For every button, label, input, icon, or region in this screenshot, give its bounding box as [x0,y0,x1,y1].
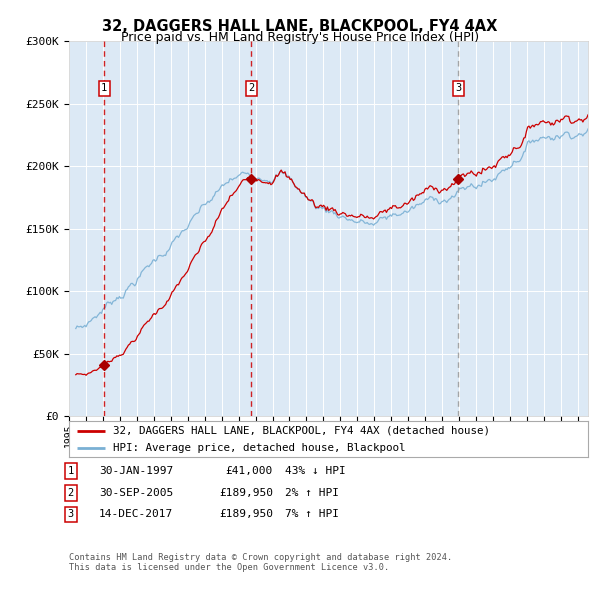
Text: Price paid vs. HM Land Registry's House Price Index (HPI): Price paid vs. HM Land Registry's House … [121,31,479,44]
Text: 1: 1 [101,83,107,93]
Text: 7% ↑ HPI: 7% ↑ HPI [285,510,339,519]
Text: £189,950: £189,950 [219,510,273,519]
Text: 14-DEC-2017: 14-DEC-2017 [99,510,173,519]
Text: 30-SEP-2005: 30-SEP-2005 [99,488,173,497]
Text: 3: 3 [455,83,461,93]
Text: 2: 2 [68,488,74,497]
Text: 2: 2 [248,83,254,93]
Text: This data is licensed under the Open Government Licence v3.0.: This data is licensed under the Open Gov… [69,563,389,572]
Text: 2% ↑ HPI: 2% ↑ HPI [285,488,339,497]
Text: 32, DAGGERS HALL LANE, BLACKPOOL, FY4 4AX: 32, DAGGERS HALL LANE, BLACKPOOL, FY4 4A… [103,19,497,34]
Text: 43% ↓ HPI: 43% ↓ HPI [285,466,346,476]
Text: 1: 1 [68,466,74,476]
Text: HPI: Average price, detached house, Blackpool: HPI: Average price, detached house, Blac… [113,443,406,453]
Text: £41,000: £41,000 [226,466,273,476]
Text: 3: 3 [68,510,74,519]
Text: Contains HM Land Registry data © Crown copyright and database right 2024.: Contains HM Land Registry data © Crown c… [69,553,452,562]
Text: 30-JAN-1997: 30-JAN-1997 [99,466,173,476]
Text: 32, DAGGERS HALL LANE, BLACKPOOL, FY4 4AX (detached house): 32, DAGGERS HALL LANE, BLACKPOOL, FY4 4A… [113,425,490,435]
Text: £189,950: £189,950 [219,488,273,497]
